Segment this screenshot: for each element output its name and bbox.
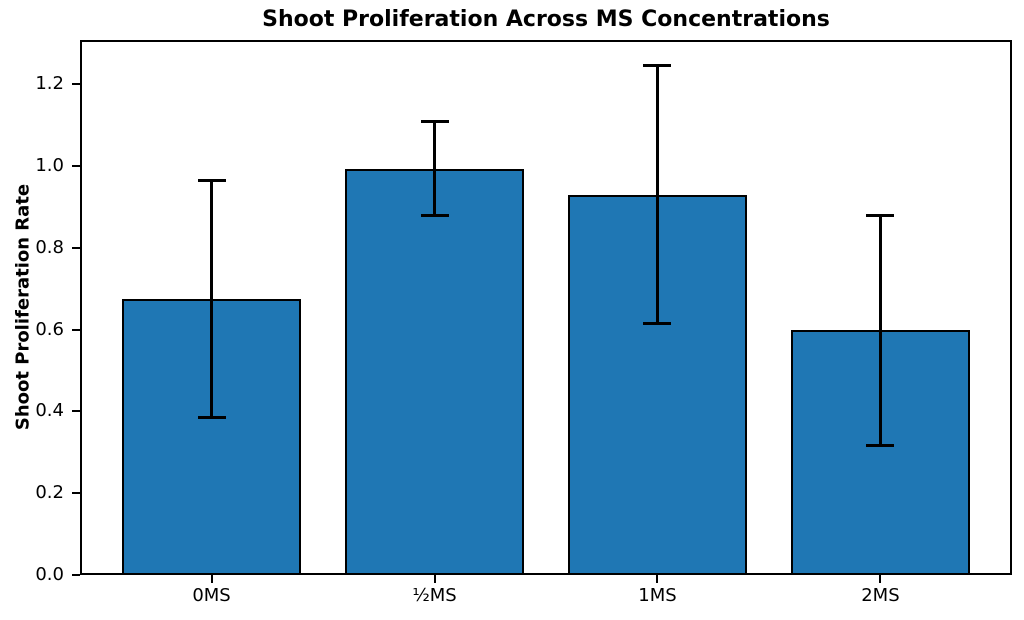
x-tick-mark [656,575,659,583]
y-tick-label: 0.2 [35,482,64,504]
y-tick-label: 0.0 [35,564,64,585]
x-tick-mark [433,575,436,583]
error-bar-cap-top [197,178,226,182]
y-tick-mark [72,410,80,413]
y-tick-mark [72,492,80,495]
error-bar-cap-bottom [643,321,672,325]
x-tick-mark [210,575,213,583]
chart-title: Shoot Proliferation Across MS Concentrat… [262,7,830,32]
error-bar-line [655,65,659,324]
error-bar-cap-bottom [420,214,449,218]
x-tick-mark [879,575,882,583]
y-tick-label: 1.0 [35,154,64,176]
error-bar-cap-top [866,213,895,217]
y-tick-mark [72,83,80,86]
x-tick-label: ½MS [412,585,457,606]
error-bar-line [210,180,214,418]
bar [345,168,524,575]
y-tick-label: 0.4 [35,400,64,422]
y-tick-label: 0.6 [35,318,64,340]
y-tick-label: 0.8 [35,236,64,258]
y-tick-mark [72,164,80,167]
error-bar-line [433,121,437,216]
error-bar-cap-bottom [866,444,895,448]
y-axis-label: Shoot Proliferation Rate [12,183,34,431]
bar [791,330,970,575]
error-bar-cap-top [643,64,672,68]
x-tick-label: 2MS [861,585,900,606]
error-bar-cap-top [420,120,449,124]
error-bar-cap-bottom [197,416,226,420]
x-tick-label: 1MS [638,585,677,606]
y-tick-mark [72,246,80,249]
y-tick-label: 1.2 [35,73,64,95]
y-tick-mark [72,574,80,576]
error-bar-line [878,215,882,446]
y-tick-mark [72,328,80,331]
x-tick-label: 0MS [192,585,231,606]
